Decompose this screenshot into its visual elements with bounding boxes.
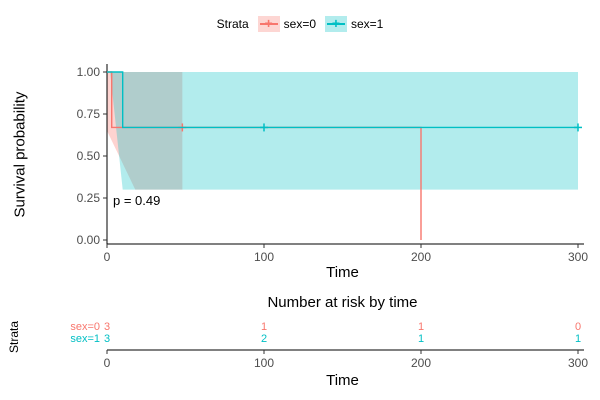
risk-count: 3: [104, 333, 110, 345]
legend-label-sex1: sex=1: [351, 17, 384, 31]
x-axis-title: Time: [326, 264, 359, 281]
risk-count: 1: [575, 333, 581, 345]
risk-x-tick-label: 100: [254, 356, 274, 370]
risk-count: 3: [104, 321, 110, 333]
x-tick-label: 0: [104, 250, 111, 264]
legend-key-sex0-icon: +: [257, 15, 280, 32]
y-tick-label: 0.00: [77, 233, 101, 247]
legend-item-sex1: + sex=1: [325, 16, 383, 32]
risk-count: 2: [261, 333, 267, 345]
y-tick-label: 1.00: [77, 65, 101, 79]
risk-count: 1: [418, 333, 424, 345]
risk-table-title: Number at risk by time: [267, 294, 418, 311]
x-tick-label: 300: [568, 250, 588, 264]
risk-x-tick-label: 0: [104, 356, 111, 370]
risk-x-tick-label: 300: [568, 356, 588, 370]
x-tick-label: 100: [254, 250, 274, 264]
y-axis-title: Survival probability: [11, 91, 29, 218]
y-tick-label: 0.75: [77, 107, 101, 121]
risk-count: 0: [575, 321, 581, 333]
risk-count: 1: [261, 321, 267, 333]
legend-key-sex1-icon: +: [325, 16, 347, 32]
risk-count: 1: [418, 321, 424, 333]
legend: Strata + sex=0 + sex=1: [0, 16, 600, 32]
plus-censor-icon: +: [331, 15, 341, 31]
x-tick-label: 200: [411, 250, 431, 264]
legend-item-sex0: + sex=0: [257, 15, 316, 32]
ci-band-sex=0: [107, 72, 183, 190]
risk-row-label-sex=0: sex=0: [70, 321, 100, 333]
survival-plot: 0 100 200 300 1.00 0.75 0.50 0.25 0.00: [77, 64, 588, 264]
km-curve-sex=1: [107, 71, 578, 129]
y-tick-label: 0.50: [77, 149, 101, 163]
legend-title: Strata: [216, 17, 249, 31]
risk-x-axis-title: Time: [326, 372, 359, 389]
y-tick-label: 0.25: [77, 191, 101, 205]
ci-band-sex=1: [110, 72, 578, 190]
risk-row-label-sex=1: sex=1: [70, 333, 100, 345]
risk-x-tick-label: 200: [411, 356, 431, 370]
p-value-label: p = 0.49: [113, 193, 161, 208]
plus-censor-icon: +: [264, 15, 273, 31]
legend-label-sex0: sex=0: [283, 17, 316, 31]
